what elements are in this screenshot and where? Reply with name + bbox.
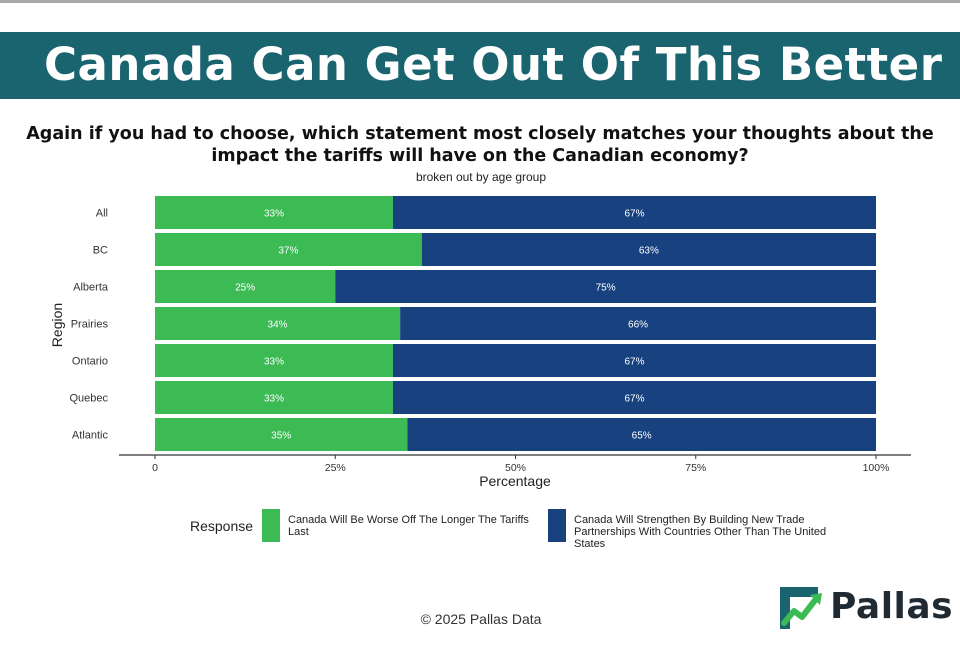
bar-all-series-1 — [155, 196, 393, 229]
legend-title: Response — [190, 518, 254, 534]
bar-bc-series-1 — [155, 233, 422, 266]
data-label-prairies-series-1: 34% — [268, 320, 288, 331]
bar-atlantic-series-1 — [155, 418, 408, 451]
page-title: Canada Can Get Out Of This Better — [44, 38, 943, 91]
legend: Response Canada Will Be Worse Off The Lo… — [0, 505, 960, 550]
y-axis-title: Region — [49, 303, 65, 347]
data-label-atlantic-series-1: 35% — [271, 431, 291, 442]
bar-quebec-series-2 — [392, 381, 876, 414]
data-label-all-series-2: 67% — [624, 209, 644, 220]
y-tick-label-atlantic: Atlantic — [72, 430, 109, 442]
bar-quebec-series-1 — [155, 381, 393, 414]
logo-wordmark: Pallas — [830, 586, 954, 627]
data-label-bc-series-1: 37% — [278, 246, 298, 257]
y-tick-label-alberta: Alberta — [73, 282, 109, 294]
legend-swatch-strengthen — [548, 509, 566, 542]
x-tick-label: 50% — [505, 462, 526, 474]
data-label-alberta-series-1: 25% — [235, 283, 255, 294]
data-label-quebec-series-1: 33% — [264, 394, 284, 405]
data-label-quebec-series-2: 67% — [624, 394, 644, 405]
copyright-footer: © 2025 Pallas Data — [420, 611, 542, 627]
chart-subtitle: broken out by age group — [415, 170, 547, 184]
bar-ontario-series-1 — [155, 344, 393, 377]
x-tick-label: 0 — [152, 462, 158, 474]
data-label-bc-series-2: 63% — [639, 246, 659, 257]
bar-all-series-2 — [392, 196, 876, 229]
bar-atlantic-series-2 — [407, 418, 876, 451]
y-tick-label-prairies: Prairies — [71, 319, 109, 331]
bar-bc-series-2 — [421, 233, 876, 266]
bar-alberta-series-2 — [335, 270, 876, 303]
data-label-prairies-series-2: 66% — [628, 320, 648, 331]
x-axis-title: Percentage — [479, 473, 551, 489]
bar-ontario-series-2 — [392, 344, 876, 377]
data-label-alberta-series-2: 75% — [596, 283, 616, 294]
bar-prairies-series-1 — [155, 307, 401, 340]
y-tick-label-quebec: Quebec — [69, 393, 108, 405]
x-tick-label: 25% — [325, 462, 346, 474]
x-tick-label: 75% — [685, 462, 706, 474]
legend-label-strengthen: Canada Will Strengthen By Building New T… — [574, 514, 827, 550]
chart-arrow-icon — [780, 587, 822, 629]
x-tick-label: 100% — [863, 462, 890, 474]
data-label-ontario-series-2: 67% — [624, 357, 644, 368]
data-label-atlantic-series-2: 65% — [632, 431, 652, 442]
y-tick-label-ontario: Ontario — [72, 356, 108, 368]
chart-title: Again if you had to choose, which statem… — [26, 124, 934, 166]
y-tick-label-all: All — [96, 208, 108, 220]
bar-alberta-series-1 — [155, 270, 336, 303]
pallas-logo: Pallas — [778, 585, 953, 631]
bar-prairies-series-2 — [400, 307, 876, 340]
data-label-ontario-series-1: 33% — [264, 357, 284, 368]
data-label-all-series-1: 33% — [264, 209, 284, 220]
title-banner: Canada Can Get Out Of This Better — [0, 32, 960, 99]
top-rule — [0, 0, 960, 3]
stacked-bar-chart: 33% 67% All 37% 63% BC 25% 75% Alberta 34% 66% Prai… — [49, 196, 911, 489]
legend-label-worse: Canada Will Be Worse Off The Longer The … — [288, 514, 529, 538]
y-tick-label-bc: BC — [93, 245, 108, 257]
legend-swatch-worse — [262, 509, 280, 542]
